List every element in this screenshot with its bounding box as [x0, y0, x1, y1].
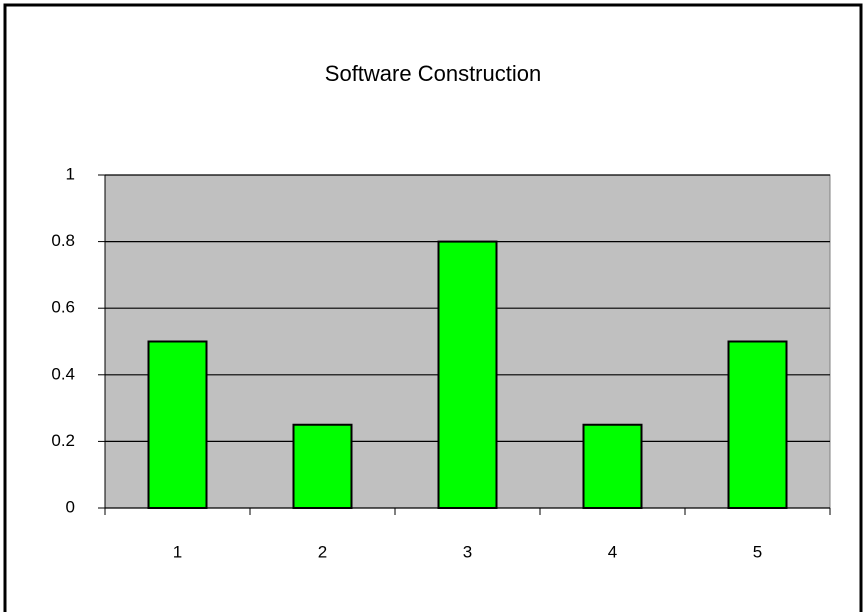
bar — [292, 423, 353, 509]
y-tick-label: 0 — [66, 497, 75, 516]
chart-title: Software Construction — [325, 61, 541, 86]
x-tick-label: 4 — [608, 542, 617, 561]
x-tick-label: 1 — [173, 542, 182, 561]
x-tick-label: 2 — [318, 542, 327, 561]
y-tick-label: 0.8 — [51, 231, 75, 250]
bar — [582, 423, 643, 509]
y-tick-label: 0.6 — [51, 298, 75, 317]
bar — [727, 340, 788, 509]
x-tick-label: 5 — [753, 542, 762, 561]
y-tick-label: 0.2 — [51, 431, 75, 450]
x-tick-label: 3 — [463, 542, 472, 561]
bar — [147, 340, 208, 509]
y-tick-label: 1 — [66, 164, 75, 183]
bar — [437, 240, 498, 509]
y-tick-label: 0.4 — [51, 364, 75, 383]
